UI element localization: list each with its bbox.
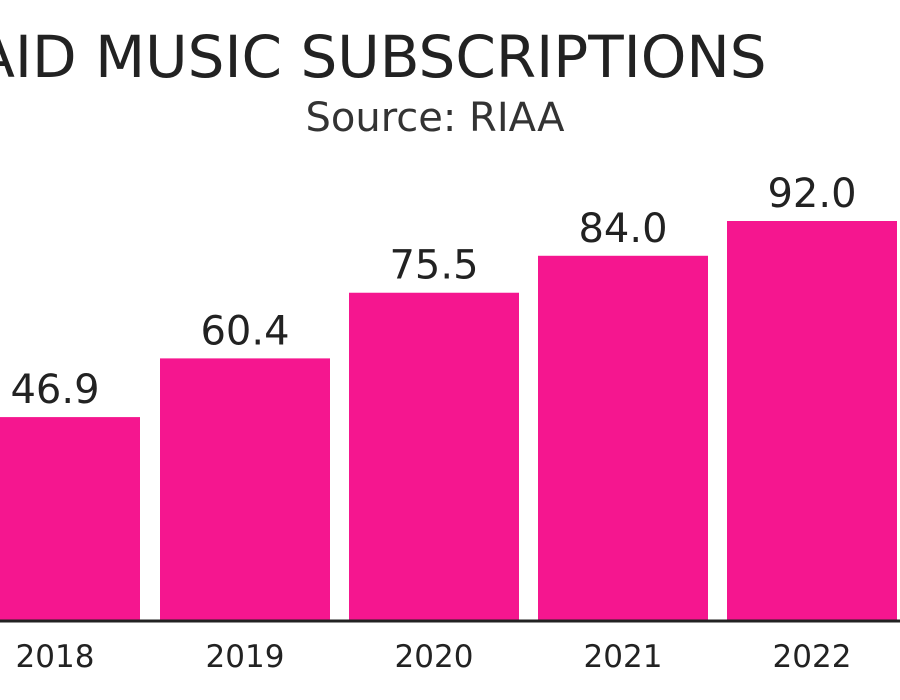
x-tick-label-2019: 2019: [206, 639, 285, 675]
bar-2019: [160, 358, 330, 621]
value-label-2021: 84.0: [578, 206, 667, 252]
bar-2022: [727, 221, 897, 621]
value-label-2018: 46.9: [10, 367, 99, 413]
value-label-2019: 60.4: [200, 308, 289, 354]
chart-title: U.S. PAID MUSIC SUBSCRIPTIONS: [0, 23, 767, 91]
x-tick-label-2022: 2022: [773, 639, 852, 675]
bar-2018: [0, 417, 140, 621]
bar-2021: [538, 255, 708, 622]
x-tick-label-2021: 2021: [584, 639, 663, 675]
bars-group: [0, 221, 897, 622]
value-label-2022: 92.0: [767, 171, 856, 217]
bar-2020: [349, 292, 519, 621]
x-tick-labels-group: 2018 2019 2020 2021 2022: [16, 639, 852, 675]
chart-subtitle: Source: RIAA: [305, 95, 565, 141]
x-tick-label-2018: 2018: [16, 639, 95, 675]
value-label-2020: 75.5: [389, 243, 478, 289]
x-tick-label-2020: 2020: [395, 639, 474, 675]
value-labels-group: 46.9 60.4 75.5 84.0 92.0: [10, 171, 856, 413]
